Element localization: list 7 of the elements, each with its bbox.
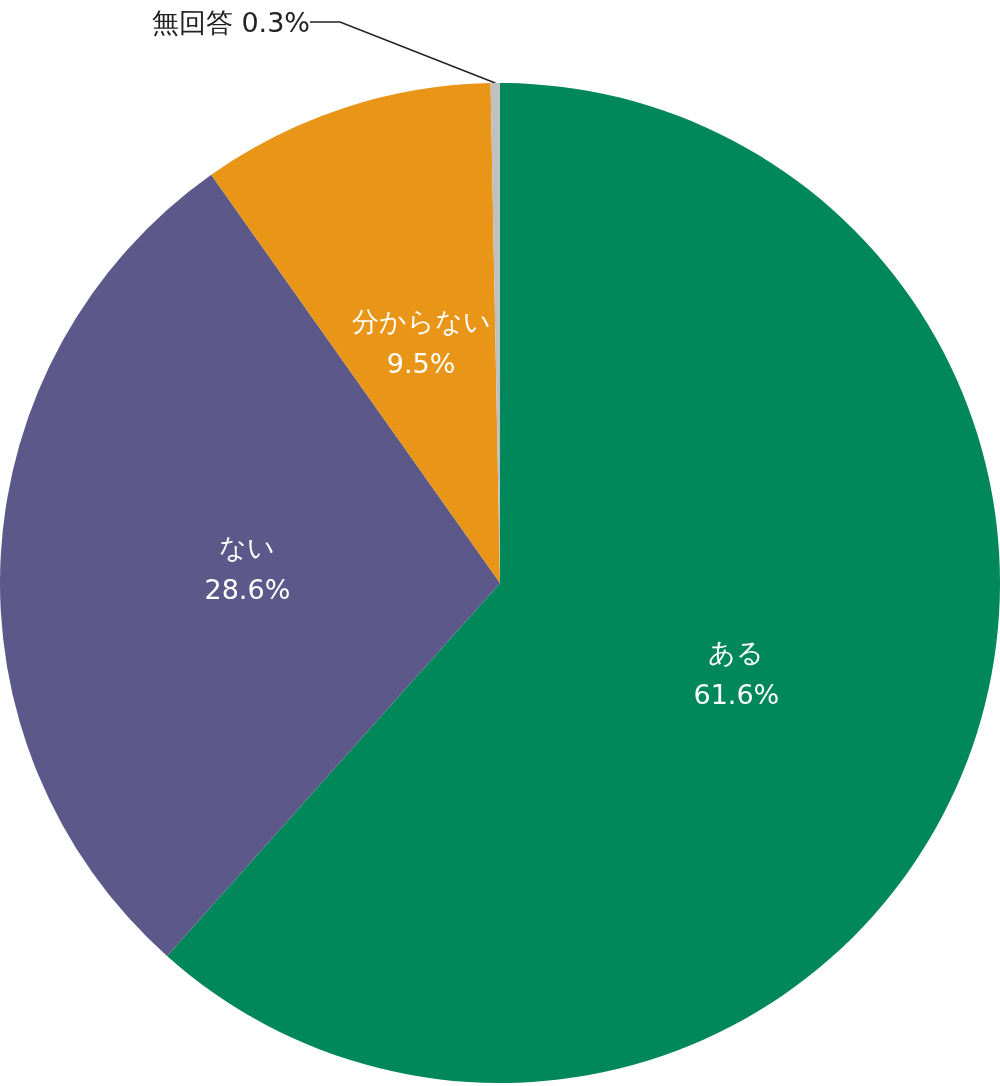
data-label: 61.6% — [693, 678, 780, 710]
slice-label: 無回答 0.3% — [151, 6, 310, 38]
slice-label: ない — [219, 532, 276, 564]
slice-label: ある — [708, 636, 765, 668]
slice-label: 分からない — [351, 306, 491, 338]
data-label: 28.6% — [204, 574, 291, 606]
data-label: 9.5% — [386, 348, 456, 380]
